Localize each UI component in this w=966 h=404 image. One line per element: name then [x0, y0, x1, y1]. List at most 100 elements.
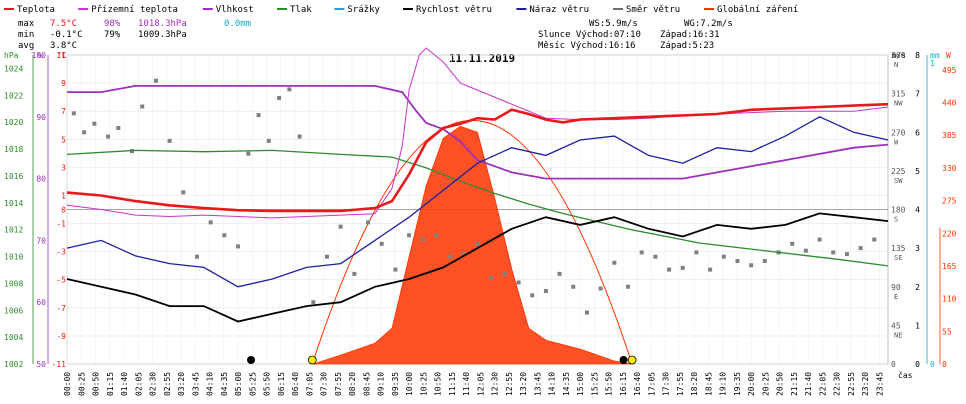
stat-max-rain: 0.0mm — [224, 19, 251, 29]
x-tick-label: 11:15 — [448, 372, 457, 396]
x-tick-label: 03:45 — [191, 372, 200, 396]
direction-dot — [653, 254, 658, 259]
dir-tick-label: 360 — [891, 51, 906, 60]
rad-tick-label: 110 — [942, 295, 957, 304]
info-moon-rise: Měsíc Východ:16:16 — [538, 41, 636, 51]
dir-tick-label: 180 — [891, 206, 906, 215]
rad-tick-label: 440 — [942, 99, 957, 108]
x-tick-label: 05:00 — [234, 372, 243, 396]
direction-dot — [680, 265, 685, 270]
x-tick-label: 17:55 — [676, 372, 685, 396]
direction-dot — [434, 233, 439, 238]
x-tick-label: 00:25 — [77, 372, 86, 396]
info-block: WS:5.9m/s WG:7.2m/s Slunce Východ:07:10 … — [538, 19, 733, 51]
direction-dot — [475, 241, 480, 246]
wind-tick-label: 6 — [915, 128, 920, 137]
x-tick-label: 17:30 — [662, 372, 671, 396]
moon-set-marker — [247, 356, 256, 364]
wind-tick-label: 1 — [915, 321, 920, 330]
rain-tick-label: 0 — [930, 360, 935, 369]
temp-tick-label: 3 — [61, 163, 66, 172]
x-tick-label: 01:15 — [106, 372, 115, 396]
humidity-tick-label: 70 — [36, 236, 46, 245]
direction-dot — [803, 248, 808, 253]
direction-dot — [516, 280, 521, 285]
x-tick-label: 09:35 — [391, 372, 400, 396]
x-tick-label: 05:50 — [263, 372, 272, 396]
x-tick-label: 01:40 — [120, 372, 129, 396]
x-tick-label: 08:20 — [348, 372, 357, 396]
wind-tick-label: 7 — [915, 90, 920, 99]
direction-dot — [598, 286, 603, 291]
x-tick-label: 14:35 — [562, 372, 571, 396]
humidity-tick-label: 100 — [32, 51, 47, 60]
stat-max-hum: 98% — [104, 19, 121, 29]
direction-dot — [297, 134, 302, 139]
x-tick-label: 07:05 — [305, 372, 314, 396]
x-tick-label: 12:55 — [505, 372, 514, 396]
rad-tick-label: 385 — [942, 131, 957, 140]
info-ws: WS:5.9m/s — [589, 19, 638, 29]
x-tick-label: 16:40 — [633, 372, 642, 396]
direction-dot — [626, 284, 631, 289]
direction-dot — [708, 267, 713, 272]
x-tick-label: 19:10 — [719, 372, 728, 396]
direction-dot — [694, 250, 699, 255]
direction-dot — [543, 289, 548, 294]
direction-dot — [461, 252, 466, 257]
x-tick-label: 10:50 — [434, 372, 443, 396]
x-tick-label: 18:20 — [690, 372, 699, 396]
direction-dot — [584, 310, 589, 315]
direction-dot — [502, 271, 507, 276]
x-tick-label: 09:10 — [377, 372, 386, 396]
x-tick-label: 06:40 — [291, 372, 300, 396]
direction-dot — [858, 246, 863, 251]
rain-tick-label: 1 — [930, 59, 935, 68]
moon-rise-marker — [619, 356, 628, 364]
direction-dot — [489, 276, 494, 281]
plot-area: hPa% °C1024102210201018101610141012101010… — [4, 47, 957, 396]
info-sun-set: Západ:16:31 — [660, 30, 720, 40]
rad-tick-label: 165 — [942, 262, 957, 271]
temp-tick-label: -5 — [56, 276, 66, 285]
pressure-tick-label: 1008 — [4, 279, 23, 288]
direction-dot — [749, 263, 754, 268]
temp-axis-unit: °C — [57, 51, 67, 60]
direction-dot — [612, 260, 617, 265]
x-tick-label: 02:05 — [134, 372, 143, 396]
direction-dot — [194, 254, 199, 259]
direction-dot — [82, 130, 87, 135]
series-pressure-line — [66, 149, 889, 267]
x-tick-label: 00:00 — [63, 372, 72, 396]
direction-dot — [379, 241, 384, 246]
temp-tick-label: 1 — [61, 191, 66, 200]
x-tick-label: 04:35 — [220, 372, 229, 396]
rad-tick-label: 0 — [942, 360, 947, 369]
humidity-tick-label: 90 — [36, 113, 46, 122]
dir-compass-label: E — [894, 293, 898, 301]
x-axis-label: čas — [898, 370, 913, 380]
x-tick-label: 22:55 — [847, 372, 856, 396]
pressure-tick-label: 1020 — [4, 118, 23, 127]
rad-tick-label: 330 — [942, 164, 957, 173]
dir-compass-label: NW — [894, 100, 903, 108]
x-tick-label: 17:05 — [647, 372, 656, 396]
x-tick-label: 21:40 — [804, 372, 813, 396]
legend-label-2: Vlhkost — [216, 5, 254, 15]
pressure-tick-label: 1002 — [4, 360, 23, 369]
stat-min-hum: 79% — [104, 30, 121, 40]
wind-tick-label: 2 — [915, 283, 920, 292]
stat-avg-label: avg — [18, 41, 34, 51]
sun-rise-marker — [307, 355, 317, 365]
humidity-tick-label: 80 — [36, 175, 46, 184]
direction-dot — [71, 111, 76, 116]
direction-dot — [338, 224, 343, 229]
direction-dot — [181, 190, 186, 195]
wind-tick-label: 5 — [915, 167, 920, 176]
rad-tick-label: 55 — [942, 327, 952, 336]
info-moon-set: Západ:5:23 — [660, 41, 714, 51]
dir-compass-label: N — [894, 61, 898, 69]
stat-max-press: 1018.3hPa — [138, 19, 187, 29]
dir-compass-label: NE — [894, 331, 902, 339]
x-tick-label: 22:30 — [833, 372, 842, 396]
